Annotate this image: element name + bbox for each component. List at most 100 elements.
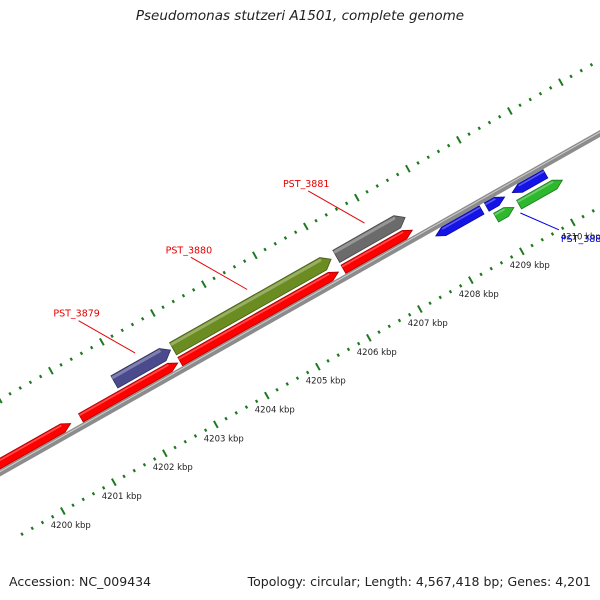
outer-minor-tick [487,120,492,125]
feature-outer-0 [110,348,172,389]
feature-highlight [518,170,545,187]
feature-cds_rev-7 [435,205,485,237]
feature-cds_fwd-3 [0,423,72,470]
inner-minor-tick [275,387,279,392]
inner-minor-tick [71,503,75,508]
outer-major-tick [354,193,360,202]
outer-minor-tick [334,207,339,211]
feature-shape [332,215,406,263]
inner-major-tick [366,333,372,342]
outer-major-tick [0,397,3,404]
outer-minor-tick [130,322,135,327]
feature-outer-1 [169,257,332,356]
feature-highlight [79,364,169,416]
topology-label: Topology: circular; Length: 4,567,418 bp… [247,574,591,589]
outer-minor-tick [589,62,594,67]
map-title: Pseudomonas stutzeri A1501, complete gen… [135,8,465,24]
outer-minor-tick [375,184,379,188]
ruler-label: 4205 kbp [306,377,346,387]
gene-label: PST_3881 [283,179,330,190]
feature-shape [0,423,72,470]
feature-shape [435,205,485,237]
feature-shape [516,179,564,210]
outer-minor-tick [212,276,216,281]
ruler-label: 4200 kbp [51,521,91,531]
outer-minor-tick [365,189,369,194]
outer-minor-tick [110,334,114,338]
outer-minor-tick [416,161,420,165]
outer-minor-tick [477,126,481,131]
feature-highlight [170,258,322,346]
gene-label-leader [78,320,136,354]
outer-minor-tick [528,97,532,102]
outer-minor-tick [28,380,33,385]
inner-minor-tick [81,497,85,502]
inner-minor-tick [152,457,157,461]
feature-cds_fwd-6 [340,229,414,274]
outer-minor-tick [171,299,175,304]
outer-minor-tick [293,230,298,235]
feature-outer-2 [332,215,406,263]
inner-major-tick [468,276,474,285]
outer-minor-tick [467,132,471,136]
feature-shape [110,348,172,389]
gene-label-leader [190,256,248,290]
feature-highlight [484,198,496,206]
inner-major-tick [417,305,423,313]
outer-minor-tick [324,213,328,217]
inner-major-tick [162,449,168,458]
outer-major-tick [405,164,411,173]
inner-minor-tick [428,301,432,306]
feature-shape [340,229,414,274]
inner-minor-tick [203,428,208,433]
inner-major-tick [315,362,321,371]
inner-minor-tick [173,445,177,450]
outer-minor-tick [18,386,22,390]
ruler-label: 4204 kbp [255,406,295,416]
outer-minor-tick [263,247,267,252]
feature-highlight [0,424,62,462]
inner-minor-tick [50,514,55,519]
inner-minor-tick [193,434,198,438]
inner-minor-tick [356,341,361,346]
feature-gene_rev-10 [493,207,515,223]
outer-minor-tick [38,374,43,379]
outer-major-tick [507,107,513,115]
inner-minor-tick [305,370,310,375]
outer-major-tick [456,135,462,144]
outer-minor-tick [69,357,73,362]
outer-minor-tick [8,391,12,396]
backbone-highlight [0,131,600,473]
inner-minor-tick [407,312,412,317]
feature-shape [483,196,506,212]
inner-minor-tick [550,232,555,236]
outer-major-tick [252,251,258,260]
outer-minor-tick [273,241,277,246]
inner-minor-tick [509,255,514,259]
inner-minor-tick [540,237,544,242]
inner-minor-tick [387,324,391,329]
outer-minor-tick [548,86,553,90]
outer-minor-tick [385,178,390,183]
outer-minor-tick [120,328,124,333]
inner-minor-tick [40,520,45,525]
feature-highlight [441,206,481,230]
inner-minor-tick [295,376,300,381]
feature-cds_fwd-5 [177,271,340,367]
inner-minor-tick [101,486,106,490]
inner-minor-tick [20,532,24,536]
inner-minor-tick [91,491,96,496]
gene-label-leader [307,190,365,224]
outer-minor-tick [59,363,63,367]
inner-minor-tick [346,347,351,352]
inner-minor-tick [122,474,126,479]
inner-minor-tick [489,266,493,271]
ruler-label: 4210 kbp [561,232,600,242]
feature-cds_rev-8 [483,196,506,212]
inner-minor-tick [458,284,463,288]
outer-minor-tick [579,68,583,73]
outer-minor-tick [446,143,451,148]
ruler-label: 4209 kbp [510,261,550,271]
inner-minor-tick [30,526,34,531]
